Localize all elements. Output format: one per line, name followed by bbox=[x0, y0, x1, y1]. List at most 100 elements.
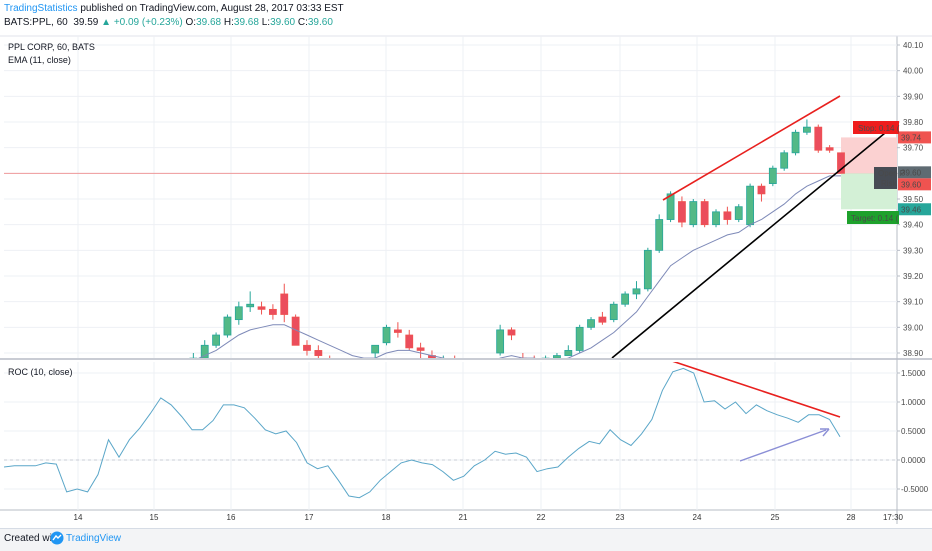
candle-body bbox=[314, 350, 323, 356]
candle-body bbox=[507, 329, 516, 336]
created-with-text: Created with bbox=[4, 533, 61, 544]
close-value: 39.60 bbox=[307, 17, 333, 28]
candle-body bbox=[712, 211, 720, 226]
stop-price-badge: 39.74 bbox=[901, 133, 922, 142]
entry-price-badge: 39.60 bbox=[901, 180, 922, 189]
price-tick-label: 39.20 bbox=[903, 272, 924, 281]
candle-body bbox=[575, 326, 584, 351]
change-arrow-icon: ▲ bbox=[101, 17, 112, 28]
price-tick-label: 39.00 bbox=[903, 323, 924, 332]
price-tick-label: 40.10 bbox=[903, 41, 924, 50]
time-tick-label: 17:30 bbox=[883, 513, 904, 522]
candle-body bbox=[474, 363, 481, 366]
lower-trendline bbox=[611, 132, 886, 358]
target-price-badge: 39.46 bbox=[901, 205, 922, 214]
candle-body bbox=[382, 326, 391, 344]
candle-body bbox=[825, 147, 834, 151]
price-tick-label: 39.50 bbox=[903, 195, 924, 204]
candle-body bbox=[814, 126, 823, 151]
series-legend[interactable]: PPL CORP, 60, BATS bbox=[8, 42, 95, 52]
candle-body bbox=[496, 329, 505, 354]
candle-body bbox=[553, 355, 561, 358]
last-price: 39.59 bbox=[73, 17, 99, 28]
candle-body bbox=[609, 303, 618, 321]
candle-body bbox=[598, 316, 607, 323]
candle-body bbox=[416, 347, 425, 351]
roc-legend[interactable]: ROC (10, close) bbox=[8, 367, 73, 377]
candle-body bbox=[268, 308, 277, 315]
candle-body bbox=[212, 334, 220, 346]
target-label: Target: 0.14 ( bbox=[851, 214, 898, 223]
ema-legend[interactable]: EMA (11, close) bbox=[8, 55, 71, 65]
time-tick-label: 21 bbox=[459, 513, 468, 522]
candle-body bbox=[371, 344, 380, 354]
candle-body bbox=[303, 344, 311, 351]
candle-body bbox=[803, 126, 811, 133]
target-price-badge-bg bbox=[898, 203, 931, 216]
candle-body bbox=[451, 361, 458, 366]
candle-body bbox=[179, 363, 186, 366]
candle-body bbox=[780, 152, 789, 169]
last-price-badge: 39.60 bbox=[901, 168, 922, 177]
open-label: O: bbox=[185, 17, 197, 28]
stop-price-badge-bg bbox=[898, 131, 931, 144]
tradingview-link[interactable]: TradingView bbox=[66, 533, 122, 544]
roc-tick-label: 1.5000 bbox=[901, 369, 926, 378]
candle-body bbox=[360, 363, 367, 366]
symbol-label: BATS:PPL, 60 bbox=[4, 17, 68, 28]
high-value: 39.68 bbox=[233, 17, 259, 28]
candle-body bbox=[632, 288, 641, 295]
candle-body bbox=[746, 185, 755, 226]
close-label: C: bbox=[297, 17, 308, 28]
price-tick-label: 39.30 bbox=[903, 246, 924, 255]
symbol-header: BATS:PPL, 60 39.59 ▲ +0.09 (+0.23%) O:39… bbox=[4, 17, 333, 28]
time-tick-label: 17 bbox=[305, 513, 314, 522]
candle-body bbox=[405, 334, 414, 349]
low-value: 39.60 bbox=[270, 17, 296, 28]
time-tick-label: 28 bbox=[847, 513, 856, 522]
candle-body bbox=[326, 361, 333, 369]
last-price-badge-bg bbox=[898, 166, 931, 179]
price-tick-label: 39.90 bbox=[903, 92, 924, 101]
candle-body bbox=[349, 368, 356, 371]
candle-body bbox=[655, 219, 664, 251]
low-label: L: bbox=[261, 17, 271, 28]
price-pane bbox=[4, 36, 897, 358]
roc-series-group bbox=[4, 362, 841, 499]
candle-body bbox=[485, 363, 492, 366]
candle-body bbox=[463, 363, 470, 366]
published-text: published on TradingView.com, August 28,… bbox=[80, 3, 344, 14]
stop-label-bg bbox=[853, 121, 899, 134]
author-link[interactable]: TradingStatistics bbox=[4, 3, 78, 14]
footer-bar: Created with TradingView bbox=[0, 528, 932, 551]
roc-line bbox=[4, 367, 841, 499]
tradingview-logo-icon bbox=[50, 531, 64, 545]
candle-body bbox=[723, 211, 732, 220]
chart-canvas[interactable]: 14 15 16 17 18 21 22 23 24 25 28 17:30 40.10 40.00 39.… bbox=[0, 0, 932, 528]
candle-body bbox=[234, 306, 243, 321]
price-tick-label: 39.70 bbox=[903, 144, 924, 153]
candle-body bbox=[757, 185, 766, 195]
candle-body bbox=[734, 206, 743, 220]
candle-body bbox=[246, 303, 255, 308]
upper-trendline bbox=[662, 95, 841, 201]
open-value: 39.68 bbox=[196, 17, 222, 28]
time-tick-label: 24 bbox=[693, 513, 702, 522]
candle-body bbox=[257, 306, 266, 310]
time-tick-label: 14 bbox=[74, 513, 83, 522]
time-tick-label: 23 bbox=[616, 513, 625, 522]
candle-body bbox=[678, 201, 686, 223]
price-series-group bbox=[4, 95, 897, 371]
roc-arrow-line bbox=[739, 429, 827, 462]
candle-body bbox=[666, 193, 675, 220]
publish-header: TradingStatistics published on TradingVi… bbox=[4, 3, 344, 14]
candle-body bbox=[280, 293, 289, 315]
roc-tick-label: 0.0000 bbox=[901, 456, 926, 465]
roc-trendline bbox=[672, 362, 841, 418]
roc-arrow-head-icon bbox=[820, 428, 830, 437]
candle-body bbox=[837, 152, 845, 174]
candle-body bbox=[621, 293, 630, 305]
candle-body bbox=[791, 131, 800, 154]
roc-tick-label: 0.5000 bbox=[901, 427, 926, 436]
candle-body bbox=[223, 316, 232, 336]
